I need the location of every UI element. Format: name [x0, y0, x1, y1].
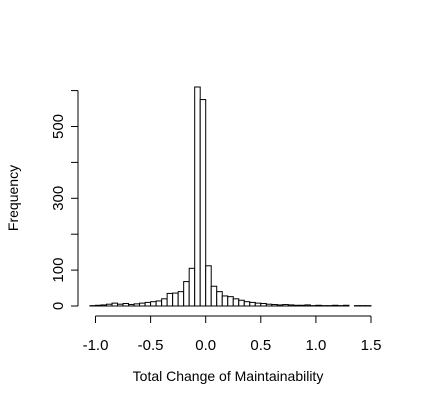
histogram-bar — [331, 304, 339, 307]
histogram-bar — [265, 303, 273, 307]
histogram-bar — [304, 304, 311, 307]
histogram-bar — [122, 302, 130, 307]
x-tick-label: 1.5 — [361, 337, 382, 354]
histogram-bar — [282, 304, 289, 307]
x-axis-title: Total Change of Maintainability — [133, 368, 324, 384]
histogram-bar — [276, 304, 284, 307]
y-tick-label: 100 — [50, 258, 67, 283]
y-axis: 0 100 300 500 — [50, 90, 79, 310]
histogram-bar — [249, 301, 256, 307]
histogram-bar — [210, 285, 218, 307]
histogram-bar — [188, 267, 196, 307]
x-tick-label: 1.0 — [305, 337, 326, 354]
y-tick-label: 0 — [50, 302, 67, 310]
x-axis: -1.0 -0.5 0.0 0.5 1.0 1.5 — [83, 315, 382, 354]
y-axis-title: Frequency — [5, 165, 21, 231]
histogram-bar — [139, 302, 146, 307]
histogram-bar — [133, 303, 141, 307]
histogram-bar — [106, 303, 113, 307]
histogram-bar — [155, 300, 163, 307]
histogram-bar — [293, 304, 300, 307]
bars-group — [89, 86, 372, 307]
histogram-bar — [287, 304, 295, 307]
histogram-bar — [227, 296, 234, 307]
y-tick-label: 300 — [50, 186, 67, 211]
histogram-bar — [221, 295, 229, 307]
histogram-bar — [117, 303, 124, 307]
histogram-bar — [342, 304, 350, 307]
histogram-bar — [172, 292, 179, 307]
histogram-bar — [194, 86, 201, 307]
histogram-bar — [111, 302, 119, 307]
histogram-bar — [315, 304, 322, 307]
x-tick-label: -0.5 — [138, 337, 164, 354]
histogram-bar — [260, 302, 267, 307]
histogram-bar — [298, 304, 306, 307]
histogram-bar — [95, 304, 102, 307]
x-tick-label: 0.0 — [195, 337, 216, 354]
histogram-bar — [183, 281, 190, 307]
x-tick-label: 0.5 — [250, 337, 271, 354]
histogram-bar — [254, 302, 262, 307]
histogram-bar — [232, 298, 240, 307]
histogram-bar — [100, 304, 108, 307]
histogram-bar — [144, 301, 152, 307]
histogram-bar — [238, 299, 245, 307]
y-tick-label: 500 — [50, 114, 67, 139]
histogram-bar — [150, 301, 157, 307]
histogram-bar — [216, 291, 223, 307]
x-tick-label: -1.0 — [83, 337, 109, 354]
histogram-bar — [199, 99, 207, 307]
histogram-bar — [243, 301, 251, 307]
histogram-bar — [177, 291, 185, 307]
histogram-bar — [161, 298, 168, 307]
histogram-bar — [205, 265, 212, 307]
histogram-bar — [128, 304, 135, 307]
histogram-bar — [271, 304, 278, 307]
histogram-bar — [166, 292, 174, 307]
